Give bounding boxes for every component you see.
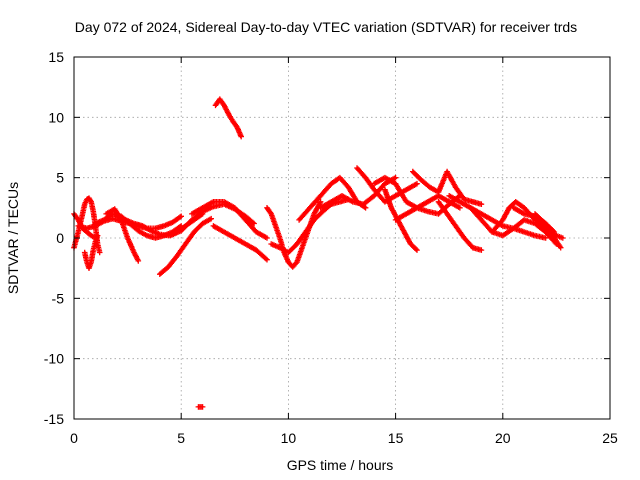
series-arc-18: [354, 165, 420, 205]
series-arc-23: [435, 199, 485, 253]
data-point: [413, 246, 419, 252]
series-arc-14: [264, 199, 324, 270]
data-point: [250, 219, 256, 226]
data-point: [251, 220, 257, 227]
data-point: [135, 258, 142, 264]
data-point: [478, 201, 485, 207]
data-point: [264, 256, 270, 263]
data-point: [87, 197, 94, 204]
chart-title: Day 072 of 2024, Sidereal Day-to-day VTE…: [75, 19, 577, 35]
data-point: [94, 232, 101, 239]
data-point: [199, 404, 206, 410]
data-point: [414, 180, 420, 187]
y-tick-label: -10: [44, 351, 64, 367]
y-tick-label: -15: [44, 411, 64, 427]
series-arc-15: [268, 196, 352, 256]
series-arc-10: [189, 199, 270, 241]
series-arc-3: [81, 232, 101, 271]
data-point: [264, 235, 270, 241]
data-point: [238, 133, 244, 140]
series-arc-22: [410, 168, 485, 207]
y-tick-label: 15: [48, 49, 64, 65]
series-arc-8: [157, 215, 214, 277]
data-point: [414, 247, 420, 253]
data-point: [362, 205, 369, 211]
series-arc-28: [532, 211, 564, 251]
y-tick-label: 0: [56, 230, 64, 246]
data-point: [263, 255, 269, 262]
x-tick-label: 0: [70, 430, 78, 446]
data-point: [208, 215, 214, 222]
y-tick-label: -5: [52, 290, 65, 306]
data-point: [542, 235, 549, 241]
data-marks: [71, 96, 566, 410]
data-point: [560, 235, 566, 241]
y-axis-label: SDTVAR / TECUs: [5, 182, 21, 294]
y-tick-label: 10: [48, 109, 64, 125]
data-point: [317, 199, 324, 205]
series-arc-11: [210, 223, 270, 263]
data-point: [177, 214, 183, 220]
x-tick-label: 20: [495, 430, 511, 446]
data-point: [392, 174, 399, 181]
data-point: [478, 247, 485, 253]
x-tick-label: 25: [602, 430, 618, 446]
x-tick-label: 5: [177, 430, 185, 446]
x-axis-label: GPS time / hours: [287, 457, 394, 473]
axis-ticks: 0 5 10 15 20 25 -15 -10 -5 0 5 10 15: [44, 49, 618, 446]
data-point: [557, 244, 564, 251]
y-tick-label: 5: [56, 170, 64, 186]
x-tick-label: 10: [281, 430, 297, 446]
x-tick-label: 15: [388, 430, 404, 446]
data-point: [178, 213, 184, 220]
data-point: [457, 205, 463, 211]
series-arc-13: [195, 404, 206, 410]
data-point: [96, 249, 103, 256]
series-arc-12: [212, 96, 244, 140]
series-arc-19: [371, 174, 463, 211]
